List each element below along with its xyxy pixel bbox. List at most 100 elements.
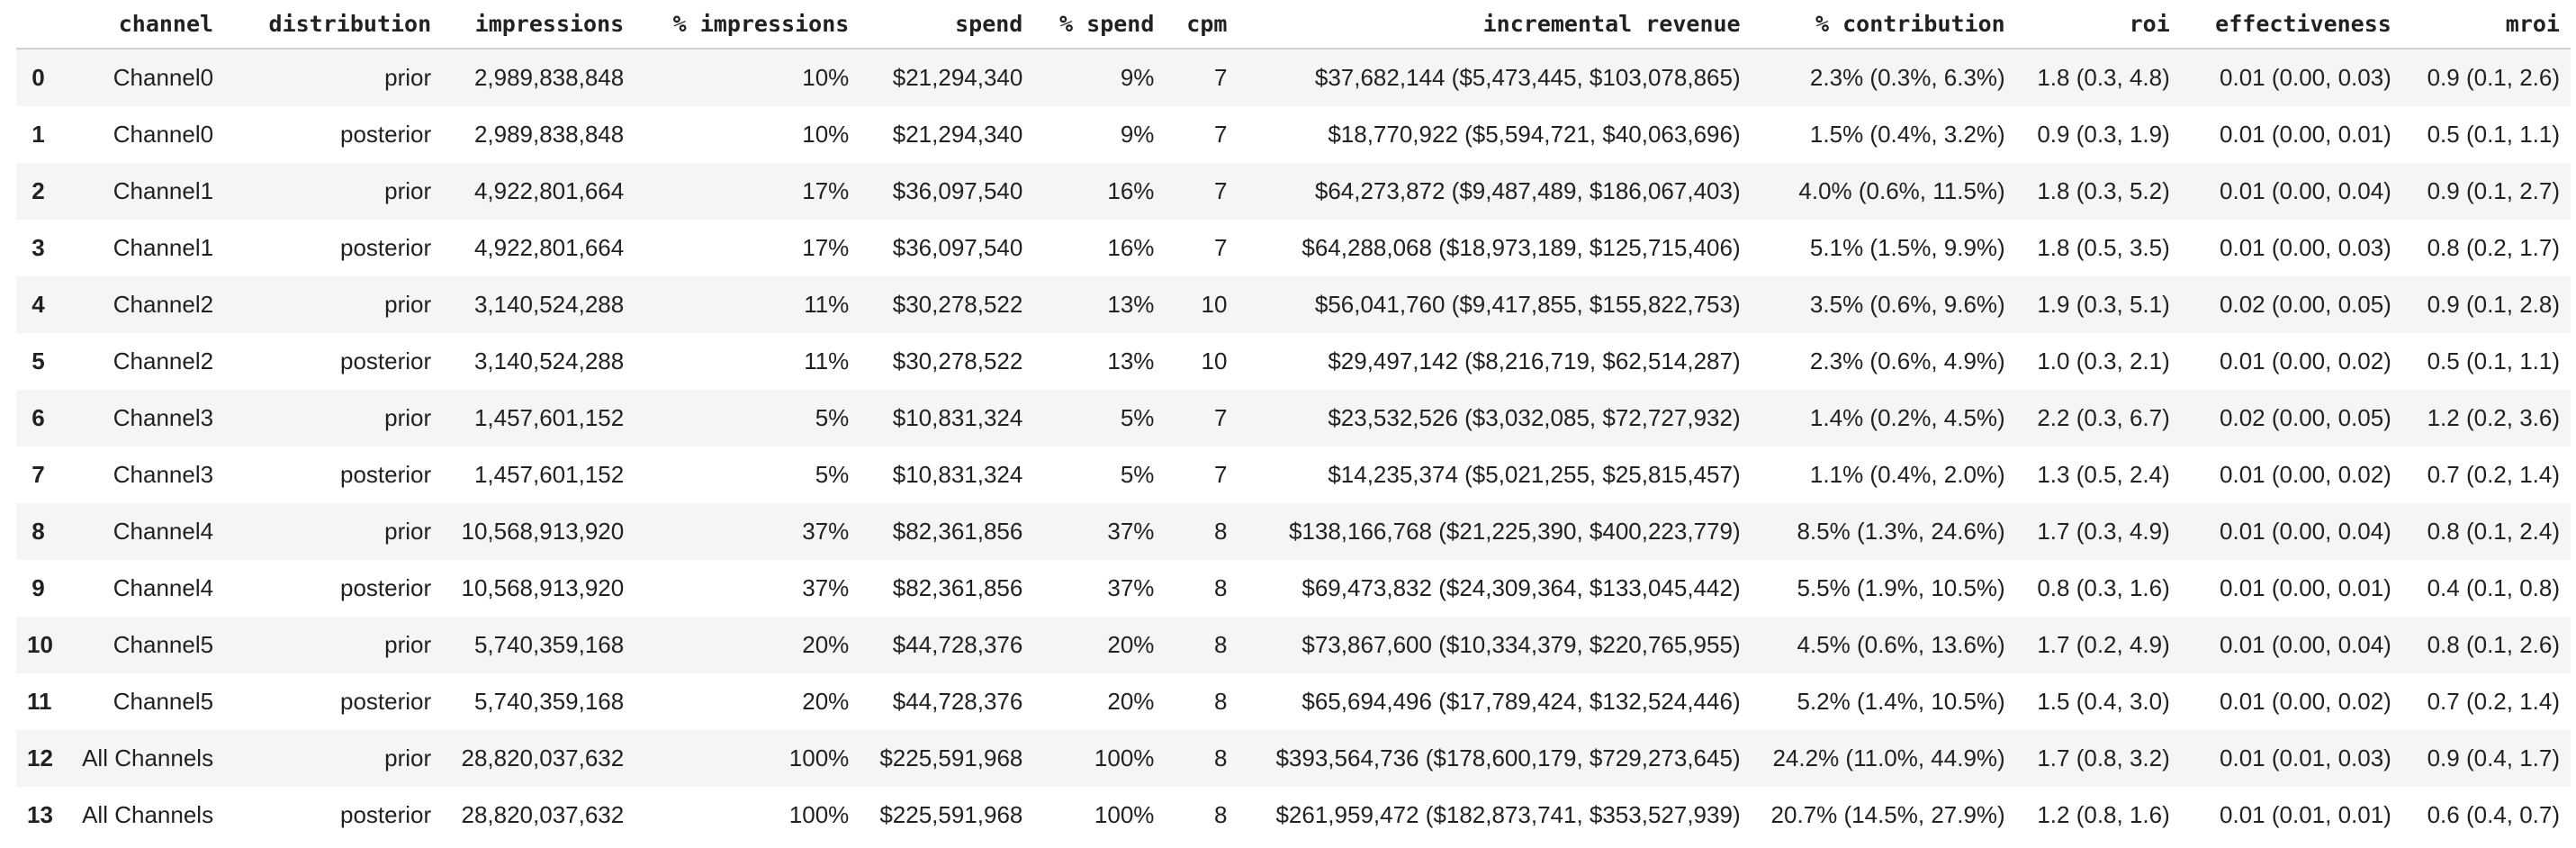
cell-spend: $44,728,376 [892,688,1023,715]
cell-incremental-revenue: $65,694,496 ($17,789,424, $132,524,446) [1302,688,1741,715]
cell-distribution: prior [384,744,432,771]
cell-impressions: 4,922,801,664 [473,177,625,204]
cell-mroi: 0.5 (0.1, 1.1) [2427,121,2560,148]
cell-roi: 1.5 (0.4, 3.0) [2037,688,2170,715]
cell-impressions: 2,989,838,848 [473,121,625,148]
cell-distribution: posterior [340,801,432,828]
cell-pct-impressions: 10% [802,64,850,91]
cell-pct-contribution: 8.5% (1.3%, 24.6%) [1797,518,2005,545]
cell-distribution: prior [384,64,432,91]
cell-channel: Channel0 [113,121,214,148]
cell-roi: 1.7 (0.8, 3.2) [2037,744,2170,771]
table-row: 7 Channel3 posterior 1,457,601,152 5% $10,831… [16,447,2571,503]
cell-impressions: 10,568,913,920 [461,574,625,601]
cell-effectiveness: 0.01 (0.00, 0.04) [2220,518,2391,545]
cell-spend: $30,278,522 [892,291,1023,318]
cell-impressions: 1,457,601,152 [473,404,625,431]
cell-distribution: posterior [340,121,432,148]
table-row: 2 Channel1 prior 4,922,801,664 17% $36,097,54… [16,163,2571,220]
cell-incremental-revenue: $64,273,872 ($9,487,489, $186,067,403) [1314,177,1741,204]
cell-pct-contribution: 5.1% (1.5%, 9.9%) [1809,234,2005,261]
cell-roi: 0.9 (0.3, 1.9) [2037,121,2170,148]
cell-pct-impressions: 5% [815,404,850,431]
column-header-effectiveness: effectiveness [2180,0,2402,50]
cell-distribution: posterior [340,688,432,715]
cell-incremental-revenue: $23,532,526 ($3,032,085, $72,727,932) [1328,404,1741,431]
cell-mroi: 0.7 (0.2, 1.4) [2427,688,2560,715]
column-header-mroi: mroi [2401,0,2571,50]
cell-channel: Channel3 [113,461,214,488]
cell-pct-spend: 13% [1107,347,1155,374]
cell-effectiveness: 0.02 (0.00, 0.05) [2220,291,2391,318]
column-header-spend: spend [860,0,1034,50]
cell-cpm: 7 [1213,64,1228,91]
cell-impressions: 2,989,838,848 [473,64,625,91]
cell-roi: 1.8 (0.5, 3.5) [2037,234,2170,261]
cell-incremental-revenue: $64,288,068 ($18,973,189, $125,715,406) [1302,234,1741,261]
cell-distribution: prior [384,404,432,431]
table-row: 8 Channel4 prior 10,568,913,920 37% $82,361,8… [16,503,2571,560]
cell-cpm: 8 [1213,574,1228,601]
cell-pct-impressions: 37% [802,518,850,545]
table-row: 0 Channel0 prior 2,989,838,848 10% $21,294,34… [16,49,2571,106]
cell-impressions: 5,740,359,168 [473,688,625,715]
row-index: 1 [32,121,45,148]
cell-effectiveness: 0.01 (0.00, 0.03) [2220,234,2391,261]
cell-spend: $21,294,340 [892,121,1023,148]
cell-pct-contribution: 5.2% (1.4%, 10.5%) [1797,688,2005,715]
cell-pct-spend: 37% [1107,518,1155,545]
column-header-pct-spend: % spend [1033,0,1166,50]
cell-channel: All Channels [82,744,214,771]
cell-incremental-revenue: $18,770,922 ($5,594,721, $40,063,696) [1328,121,1741,148]
table-row: 12 All Channels prior 28,820,037,632 100% $22… [16,730,2571,787]
cell-distribution: posterior [340,461,432,488]
cell-impressions: 28,820,037,632 [461,801,625,828]
cell-distribution: prior [384,518,432,545]
cell-pct-impressions: 100% [788,801,850,828]
cell-channel: Channel0 [113,64,214,91]
cell-pct-contribution: 3.5% (0.6%, 9.6%) [1809,291,2005,318]
cell-spend: $225,591,968 [879,744,1023,771]
row-index: 8 [32,518,45,545]
cell-roi: 0.8 (0.3, 1.6) [2037,574,2170,601]
cell-cpm: 7 [1213,121,1228,148]
cell-channel: Channel3 [113,404,214,431]
table-body: 0 Channel0 prior 2,989,838,848 10% $21,294,34… [16,49,2571,843]
cell-roi: 1.8 (0.3, 4.8) [2037,64,2170,91]
cell-distribution: prior [384,631,432,658]
table-row: 10 Channel5 prior 5,740,359,168 20% $44,728,3… [16,617,2571,673]
cell-spend: $82,361,856 [892,518,1023,545]
cell-effectiveness: 0.01 (0.00, 0.01) [2220,574,2391,601]
row-index: 6 [32,404,45,431]
cell-pct-impressions: 20% [802,631,850,658]
cell-pct-contribution: 4.5% (0.6%, 13.6%) [1797,631,2005,658]
column-header-pct-contribution: % contribution [1751,0,2016,50]
cell-cpm: 8 [1213,631,1228,658]
cell-roi: 2.2 (0.3, 6.7) [2037,404,2170,431]
cell-pct-spend: 20% [1107,631,1155,658]
cell-effectiveness: 0.01 (0.01, 0.01) [2220,801,2391,828]
cell-distribution: posterior [340,234,432,261]
row-index: 0 [32,64,45,91]
cell-spend: $225,591,968 [879,801,1023,828]
row-index: 4 [32,291,45,318]
cell-incremental-revenue: $37,682,144 ($5,473,445, $103,078,865) [1314,64,1741,91]
table-row: 3 Channel1 posterior 4,922,801,664 17% $36,09… [16,220,2571,276]
cell-effectiveness: 0.01 (0.00, 0.03) [2220,64,2391,91]
cell-impressions: 5,740,359,168 [473,631,625,658]
cell-effectiveness: 0.01 (0.00, 0.04) [2220,631,2391,658]
cell-cpm: 8 [1213,518,1228,545]
cell-spend: $36,097,540 [892,234,1023,261]
cell-mroi: 0.8 (0.2, 1.7) [2427,234,2560,261]
cell-pct-spend: 100% [1094,801,1155,828]
cell-pct-spend: 20% [1107,688,1155,715]
cell-pct-impressions: 100% [788,744,850,771]
row-index: 3 [32,234,45,261]
cell-incremental-revenue: $69,473,832 ($24,309,364, $133,045,442) [1302,574,1741,601]
cell-channel: Channel4 [113,518,214,545]
cell-incremental-revenue: $138,166,768 ($21,225,390, $400,223,779) [1288,518,1741,545]
cell-pct-impressions: 5% [815,461,850,488]
cell-cpm: 7 [1213,404,1228,431]
cell-pct-impressions: 17% [802,234,850,261]
cell-pct-contribution: 1.1% (0.4%, 2.0%) [1809,461,2005,488]
